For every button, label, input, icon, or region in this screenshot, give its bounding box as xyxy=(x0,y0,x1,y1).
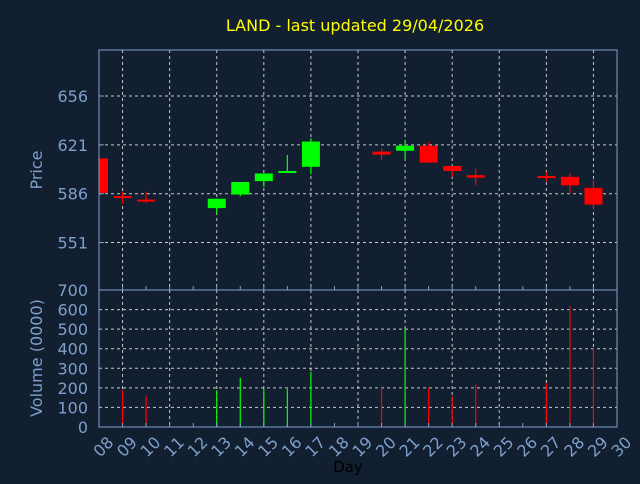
candle-body xyxy=(560,176,579,186)
volume-tick-label: 700 xyxy=(57,281,88,300)
candle-body xyxy=(99,158,108,193)
candle-body xyxy=(207,198,226,209)
candle-body xyxy=(113,196,132,199)
x-axis-label: Day xyxy=(333,458,363,476)
price-tick-label: 656 xyxy=(57,87,88,106)
candle-body xyxy=(466,175,485,178)
volume-tick-label: 200 xyxy=(57,379,88,398)
candle-body xyxy=(231,182,250,195)
candle-body xyxy=(443,165,462,171)
x-tick-label: 30 xyxy=(607,433,635,461)
volume-tick-label: 400 xyxy=(57,340,88,359)
candle-body xyxy=(254,173,273,182)
volume-tick-label: 600 xyxy=(57,301,88,320)
candle-body xyxy=(137,199,156,202)
chart-title: LAND - last updated 29/04/2026 xyxy=(226,16,484,35)
volume-axis-label: Volume (0000) xyxy=(27,299,46,417)
volume-tick-label: 100 xyxy=(57,398,88,417)
candle-body xyxy=(301,141,320,167)
candle-body xyxy=(419,145,438,163)
price-tick-label: 621 xyxy=(57,136,88,155)
price-tick-label: 551 xyxy=(57,234,88,253)
price-axis-label: Price xyxy=(27,150,46,189)
volume-tick-label: 0 xyxy=(78,418,88,437)
price-tick-label: 586 xyxy=(57,185,88,204)
candle-body xyxy=(584,187,603,205)
candle-body xyxy=(537,176,556,178)
candle-body xyxy=(372,151,391,155)
volume-tick-label: 300 xyxy=(57,359,88,378)
candle-body xyxy=(396,145,415,151)
candle-body xyxy=(278,170,297,173)
volume-tick-label: 500 xyxy=(57,320,88,339)
